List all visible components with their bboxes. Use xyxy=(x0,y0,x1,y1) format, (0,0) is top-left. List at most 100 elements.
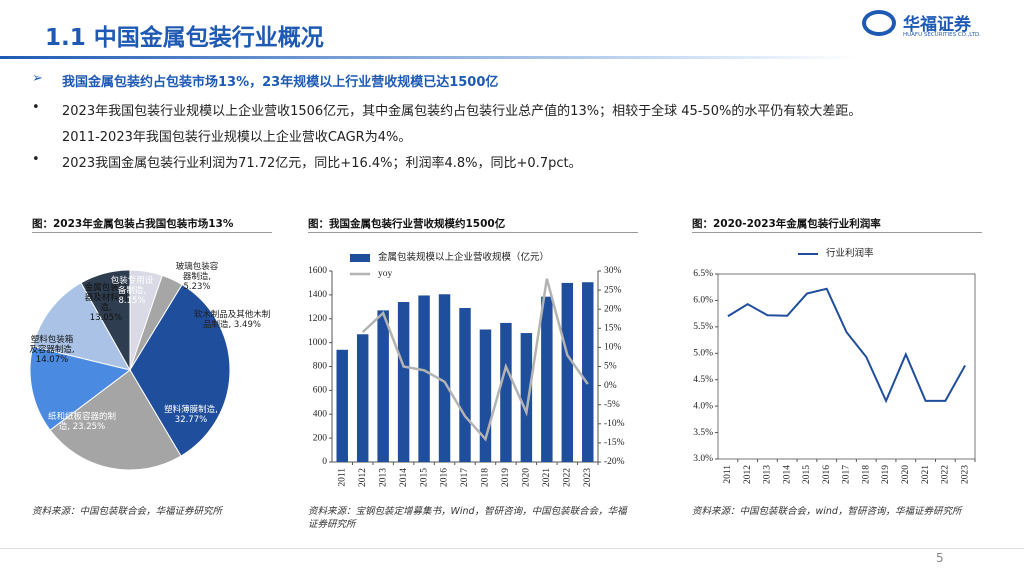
y2-tick-label: 10% xyxy=(604,343,622,353)
y-tick-label: 400 xyxy=(313,409,328,419)
x-tick-label: 2015 xyxy=(802,465,812,484)
page-number: 5 xyxy=(936,551,944,565)
y-tick-label: 4.5% xyxy=(693,375,713,385)
rule xyxy=(692,232,982,233)
x-tick-label: 2011 xyxy=(337,468,347,487)
bullet-dot: • xyxy=(32,100,40,115)
bar xyxy=(438,294,451,462)
pie-label: 金属包装容器及材料制造, 13.05% xyxy=(84,283,128,323)
logo-icon xyxy=(862,10,896,36)
source: 资料来源：中国包装联合会，华福证券研究所 xyxy=(32,506,223,517)
line-series xyxy=(727,287,966,404)
y-tick-label: 6.5% xyxy=(693,269,713,279)
rule xyxy=(308,232,638,233)
source: 资料来源：中国包装联合会，wind，智研咨询，华福证券研究所 xyxy=(692,506,962,517)
y2-tick-label: -5% xyxy=(604,400,620,410)
line-chart: 3.0% 3.5% 4.0% 4.5% 5.0% 5.5% 6.0% 6.5% 2011 2012… xyxy=(693,247,976,484)
legend-label: 行业利润率 xyxy=(826,247,874,259)
legend-label: yoy xyxy=(378,269,393,279)
y-tick-label: 1200 xyxy=(308,314,327,324)
bar xyxy=(397,302,410,462)
y2-tick-label: 0% xyxy=(604,381,617,391)
y2-tick-label: 25% xyxy=(604,285,622,295)
y-tick-label: 5.0% xyxy=(693,348,713,358)
y-tick-label: 0 xyxy=(322,457,327,467)
x-tick-label: 2013 xyxy=(378,468,388,487)
pie-label: 纸和纸板容器的制造, 23.25% xyxy=(47,412,116,432)
headline: 我国金属包装约占包装市场13%，23年规模以上行业营收规模已达1500亿 xyxy=(62,75,499,90)
pie-slice xyxy=(49,369,182,471)
pie-slice xyxy=(29,345,132,431)
footer-rule xyxy=(0,548,1024,549)
slide-title: 1.1 中国金属包装行业概况 xyxy=(45,25,324,51)
pie-label: 玻璃包装容器制造, 5.23% xyxy=(175,262,219,292)
logo-name: 华福证券 xyxy=(903,15,971,35)
x-tick-label: 2014 xyxy=(782,465,792,484)
bar xyxy=(500,322,512,462)
x-tick-label: 2021 xyxy=(921,465,931,484)
legend-swatch xyxy=(350,254,370,262)
y2-tick-label: 20% xyxy=(604,304,622,314)
y2-tick-label: -20% xyxy=(604,457,625,467)
x-tick-label: 2023 xyxy=(960,465,970,484)
y-tick-label: 200 xyxy=(313,433,328,443)
y2-tick-label: 5% xyxy=(604,362,617,372)
x-tick-label: 2020 xyxy=(901,465,911,484)
bar xyxy=(479,329,492,462)
line-series xyxy=(361,278,589,442)
y-tick-label: 800 xyxy=(313,362,328,372)
pie-label: 包装专用设备制造, 8.15% xyxy=(110,276,154,306)
y-tick-label: 1600 xyxy=(308,266,327,276)
x-tick-label: 2016 xyxy=(440,468,450,487)
pie-label: 软木制品及其他木制品制造, 3.49% xyxy=(193,310,271,330)
bullet: 2023我国金属包装行业利润为71.72亿元，同比+16.4%；利润率4.8%，… xyxy=(62,156,582,171)
rule xyxy=(32,232,272,233)
bar xyxy=(459,308,471,462)
y2-tick-label: -15% xyxy=(604,438,625,448)
x-tick-label: 2016 xyxy=(822,465,832,484)
y-tick-label: 6.0% xyxy=(693,296,713,306)
x-tick-label: 2022 xyxy=(941,465,951,484)
bullet: 2023年我国包装行业规模以上企业营收1506亿元，其中金属包装约占包装行业总产… xyxy=(62,104,862,119)
legend-label: 金属包装规模以上企业营收规模（亿元） xyxy=(378,251,549,263)
bar xyxy=(520,333,533,462)
bar xyxy=(418,295,430,462)
bar xyxy=(336,349,348,462)
bar xyxy=(377,310,389,462)
x-tick-label: 2018 xyxy=(861,465,871,484)
x-tick-label: 2015 xyxy=(419,468,429,487)
y2-tick-label: -10% xyxy=(604,419,625,429)
x-tick-label: 2017 xyxy=(460,468,470,487)
bar xyxy=(582,282,594,462)
y-tick-label: 4.0% xyxy=(693,401,713,411)
bullet-dot: • xyxy=(32,152,40,167)
y-tick-label: 3.0% xyxy=(693,454,713,464)
pie-slice xyxy=(129,283,231,457)
y-tick-label: 3.5% xyxy=(693,428,713,438)
x-tick-label: 2014 xyxy=(399,468,409,487)
pie-slice xyxy=(32,282,131,371)
plot-frame xyxy=(717,273,976,460)
pie-chart xyxy=(29,269,231,471)
logo-sub: HUAFU SECURITIES CO.,LTD. xyxy=(903,32,981,38)
x-tick-label: 2013 xyxy=(763,465,773,484)
y2-tick-label: 15% xyxy=(604,323,622,333)
x-tick-label: 2012 xyxy=(743,465,753,484)
y-tick-label: 1400 xyxy=(308,290,327,300)
chart-title: 图：我国金属包装行业营收规模约1500亿 xyxy=(308,218,506,230)
x-tick-label: 2012 xyxy=(358,468,368,487)
chart-title: 图：2020-2023年金属包装行业利润率 xyxy=(692,218,881,230)
x-tick-label: 2011 xyxy=(723,465,733,484)
x-tick-label: 2019 xyxy=(501,468,511,487)
x-tick-label: 2019 xyxy=(881,465,891,484)
source: 资料来源：宝钢包装定增募集书，Wind，智研咨询，中国包装联合会，华福证券研究所 xyxy=(308,506,627,530)
pie-label: 塑料薄膜制造, 32.77% xyxy=(164,405,218,425)
y2-tick-label: 30% xyxy=(604,266,622,276)
bar-line-chart: 0 200 400 600 800 1000 1200 1400 1600 -20% -15% -10… xyxy=(308,251,625,487)
bullet: 2011-2023年我国包装行业规模以上企业营收CAGR为4%。 xyxy=(62,130,412,145)
title-rule xyxy=(0,56,860,59)
x-tick-label: 2021 xyxy=(542,468,552,487)
y-tick-label: 600 xyxy=(313,386,328,396)
y-tick-label: 1000 xyxy=(308,338,327,348)
